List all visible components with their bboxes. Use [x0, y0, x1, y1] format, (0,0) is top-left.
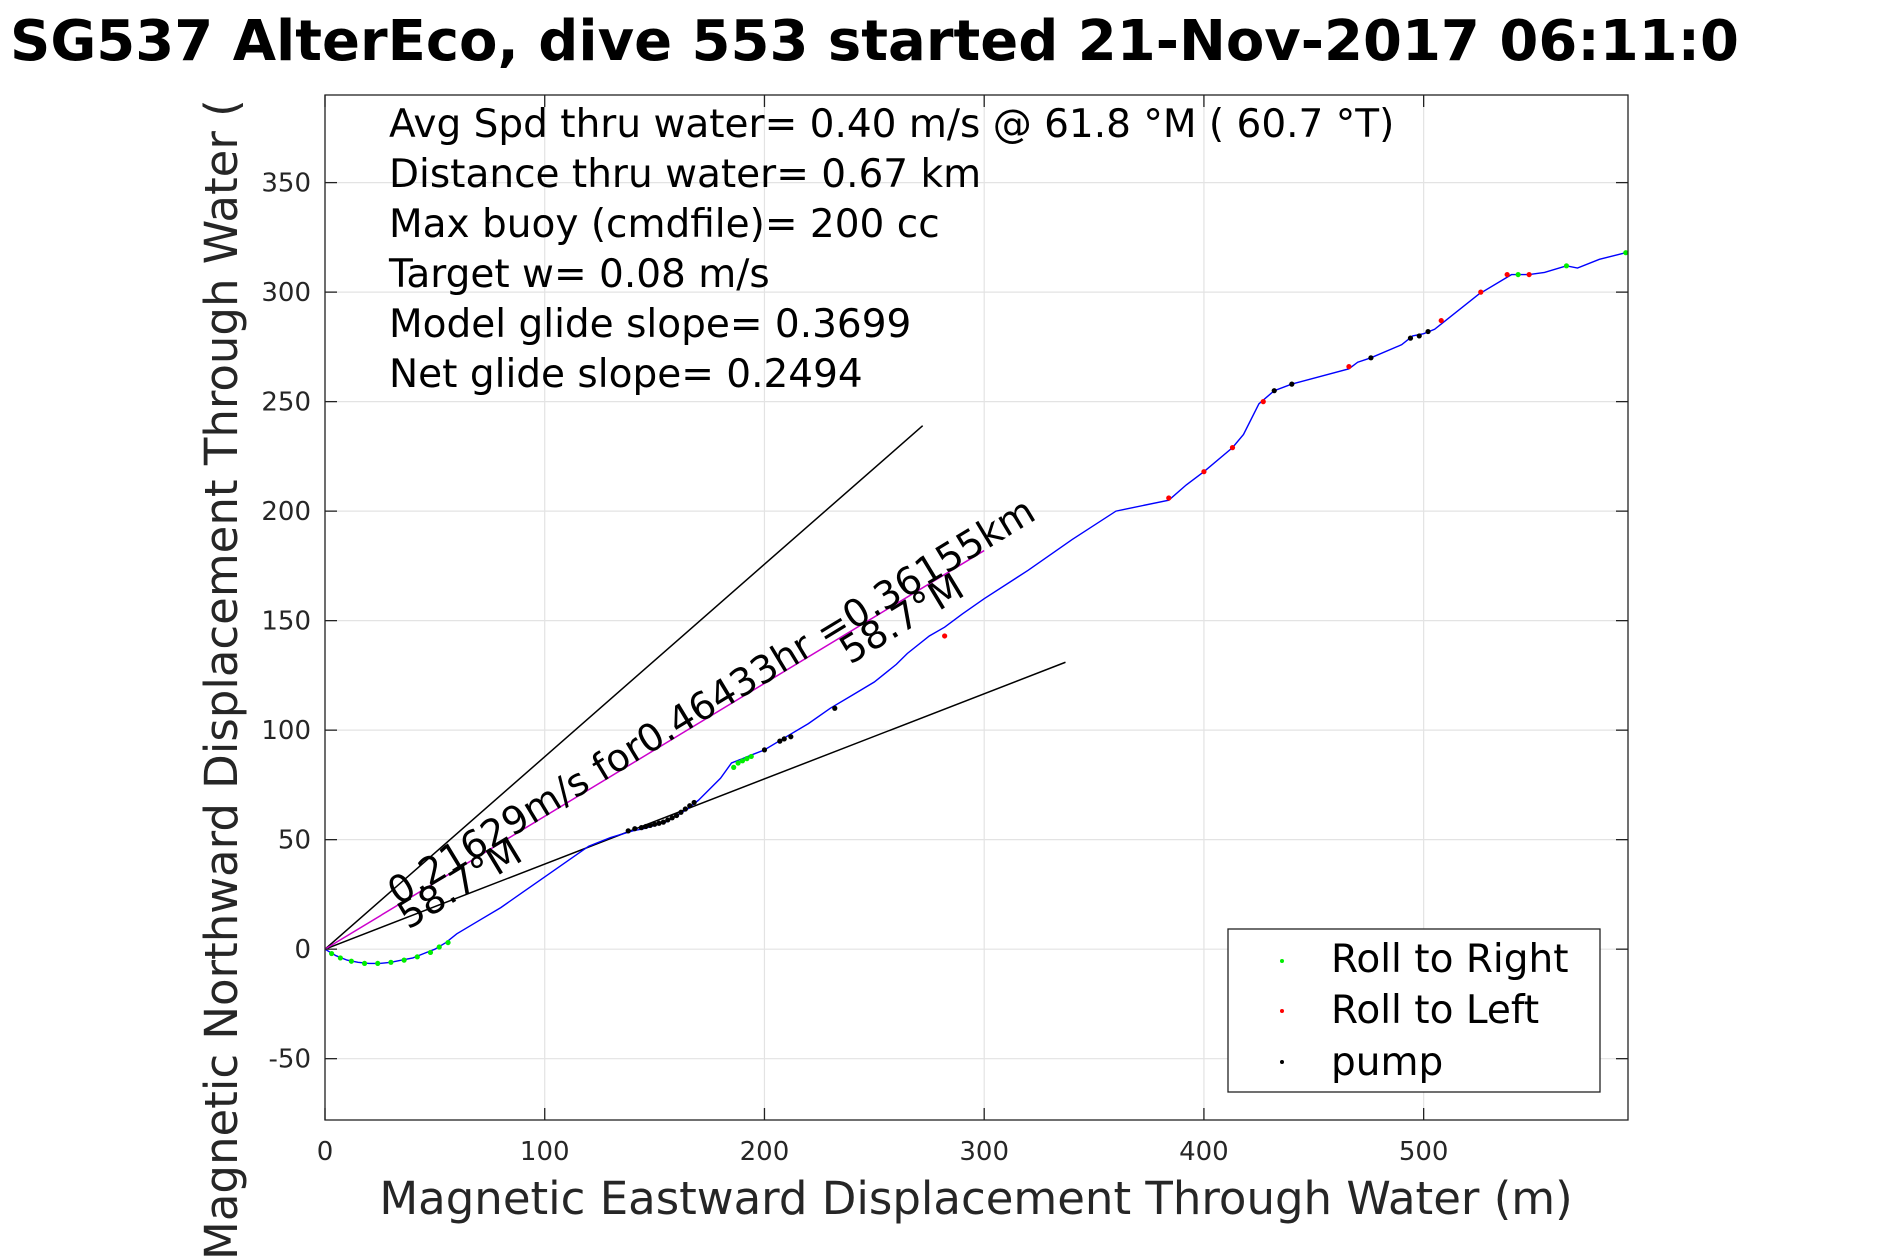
pump-marker — [625, 828, 631, 834]
info-line-distance: Distance thru water= 0.67 km — [389, 152, 981, 197]
pump-marker — [647, 822, 653, 829]
x-tick-label: 300 — [959, 1137, 1009, 1167]
info-line-max-buoy: Max buoy (cmdfile)= 200 cc — [389, 202, 940, 247]
x-tick-label: 400 — [1179, 1137, 1229, 1167]
roll-left-marker — [1346, 363, 1352, 370]
y-tick-label: 300 — [261, 278, 311, 308]
axis-ticks — [324, 95, 1628, 1120]
y-tick-label: 150 — [261, 607, 311, 637]
y-tick-label: 350 — [261, 169, 311, 199]
legend-box — [1227, 928, 1601, 1093]
pump-marker — [1407, 335, 1414, 341]
legend-roll-right-label: Roll to Right — [1331, 937, 1569, 982]
roll-right-marker — [401, 957, 407, 963]
y-tick-label: 250 — [261, 388, 311, 418]
pump-marker — [1425, 328, 1431, 335]
roll-right-marker — [328, 950, 335, 957]
info-line-target-w: Target w= 0.08 m/s — [388, 252, 770, 297]
track-markers — [328, 250, 1629, 967]
chart-title: SG537 AlterEco, dive 553 started 21-Nov-… — [10, 9, 1739, 74]
pump-marker — [1271, 388, 1277, 394]
pump-marker — [651, 821, 658, 827]
pump-marker — [788, 734, 794, 740]
roll-right-marker — [1563, 263, 1570, 269]
roll-right-marker — [1515, 271, 1521, 278]
x-axis-label: Magnetic Eastward Displacement Through W… — [379, 1172, 1572, 1225]
heading-reference-line — [324, 425, 924, 950]
legend: Roll to Right Roll to Left pump — [1227, 928, 1601, 1093]
x-tick-labels: 0 100 200 300 400 500 — [317, 1137, 1449, 1167]
pump-marker — [678, 809, 684, 815]
pump-marker — [777, 738, 783, 744]
x-tick-label: 500 — [1399, 1137, 1449, 1167]
pump-marker — [1416, 333, 1422, 339]
roll-left-marker — [1504, 271, 1510, 278]
info-line-avg-speed: Avg Spd thru water= 0.40 m/s @ 61.8 °M (… — [389, 102, 1394, 147]
roll-right-marker — [739, 758, 746, 764]
roll-left-marker — [1526, 271, 1532, 278]
pump-marker — [656, 820, 662, 826]
pump-marker — [669, 815, 675, 821]
legend-pump-marker — [1280, 1060, 1284, 1064]
pump-marker — [832, 705, 838, 711]
y-tick-labels: -50 0 50 100 150 200 250 300 350 — [261, 169, 311, 1075]
roll-left-marker — [1478, 289, 1484, 295]
legend-roll-left-marker — [1280, 1009, 1284, 1013]
roll-left-marker — [1229, 445, 1236, 451]
roll-right-marker — [445, 939, 451, 946]
legend-roll-right-marker — [1280, 959, 1284, 963]
roll-right-marker — [744, 756, 750, 762]
pump-marker — [632, 826, 638, 832]
roll-left-marker — [1166, 495, 1172, 501]
pump-marker — [673, 812, 680, 819]
glider-track-line — [324, 252, 1626, 965]
roll-right-marker — [337, 955, 343, 961]
info-line-model-glide-slope: Model glide slope= 0.3699 — [389, 302, 911, 347]
y-tick-label: -50 — [269, 1045, 311, 1075]
pump-marker — [781, 736, 787, 742]
roll-right-marker — [1623, 250, 1629, 256]
roll-left-marker — [1201, 469, 1207, 475]
legend-roll-left-label: Roll to Left — [1331, 988, 1539, 1033]
x-tick-label: 100 — [520, 1137, 570, 1167]
y-tick-label: 50 — [278, 826, 311, 856]
y-tick-label: 100 — [261, 716, 311, 746]
roll-right-marker — [348, 958, 354, 964]
roll-right-marker — [361, 960, 368, 967]
x-tick-label: 0 — [317, 1137, 334, 1167]
x-tick-label: 200 — [740, 1137, 790, 1167]
pump-marker — [761, 747, 768, 753]
y-axis-label: Magnetic Northward Displacement Through … — [195, 99, 248, 1260]
pump-marker — [1368, 355, 1374, 361]
roll-right-marker — [748, 753, 754, 760]
roll-right-marker — [388, 959, 394, 965]
y-tick-label: 0 — [294, 935, 311, 965]
pump-marker — [665, 817, 671, 823]
pump-marker — [643, 823, 649, 830]
mean-current-line — [324, 549, 985, 950]
roll-right-marker — [735, 760, 741, 766]
pump-marker — [638, 825, 645, 831]
plot-frame — [324, 94, 1629, 1121]
pump-marker — [687, 803, 693, 809]
info-line-net-glide-slope: Net glide slope= 0.2494 — [389, 352, 863, 397]
legend-pump-label: pump — [1331, 1040, 1443, 1085]
heading-reference-line — [324, 661, 1066, 950]
roll-right-marker — [436, 944, 442, 950]
pump-marker — [660, 819, 666, 825]
reference-lines — [324, 425, 1066, 950]
pump-marker — [682, 806, 688, 812]
roll-left-marker — [942, 633, 948, 639]
roll-right-marker — [427, 949, 434, 956]
pump-marker — [1289, 381, 1295, 387]
info-text-block: Avg Spd thru water= 0.40 m/s @ 61.8 °M (… — [388, 102, 1394, 397]
roll-left-marker — [1438, 317, 1444, 324]
roll-right-marker — [375, 960, 381, 967]
roll-right-marker — [731, 764, 737, 770]
roll-right-marker — [414, 954, 420, 960]
roll-left-marker — [1260, 399, 1266, 405]
pump-marker — [691, 799, 697, 806]
y-tick-label: 200 — [261, 497, 311, 527]
